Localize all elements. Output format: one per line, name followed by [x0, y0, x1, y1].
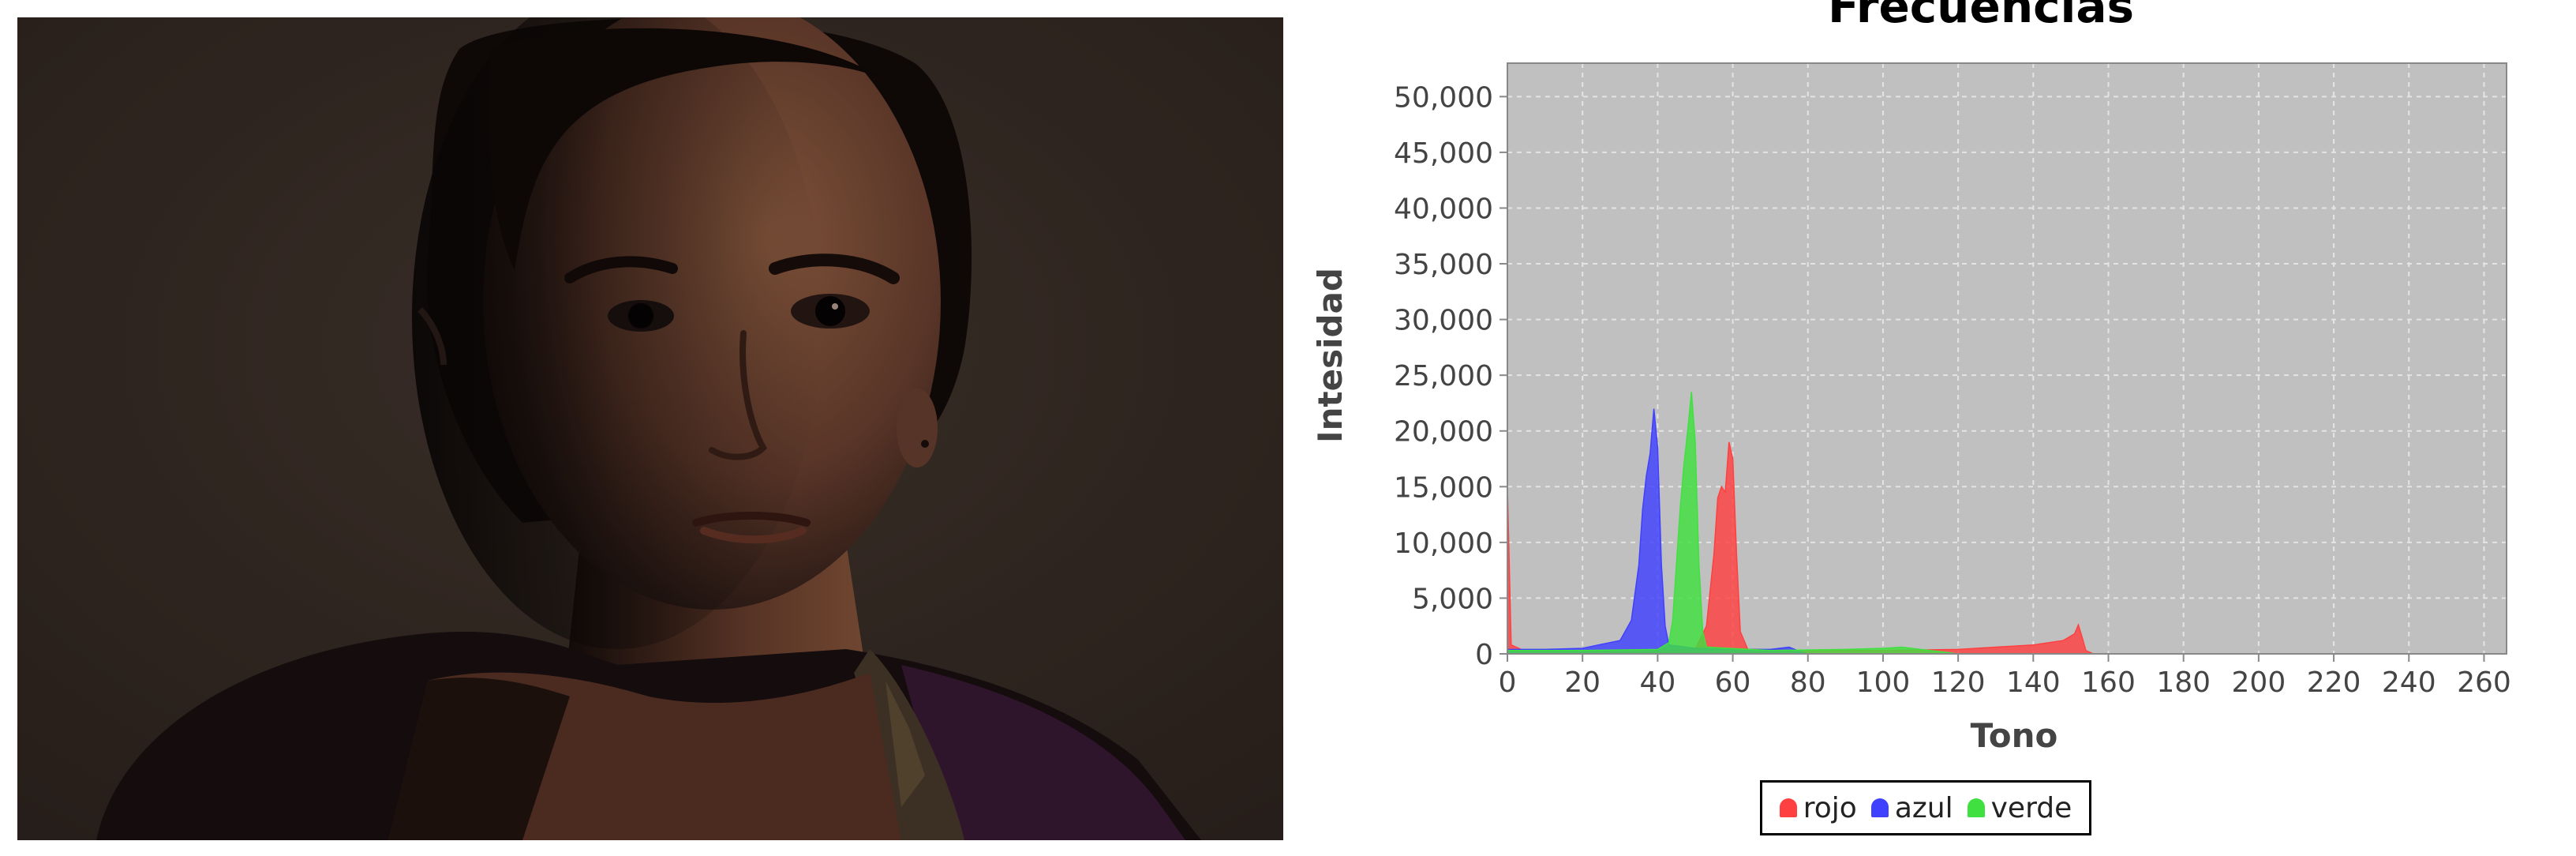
chart-legend: rojo azul verde — [1760, 780, 2091, 835]
y-tick-label: 0 — [1475, 639, 1493, 671]
y-tick-label: 45,000 — [1394, 137, 1493, 170]
y-tick-label: 50,000 — [1394, 81, 1493, 114]
legend-item-azul: azul — [1870, 791, 1953, 824]
x-tick-label: 20 — [1564, 666, 1601, 699]
chart-title: Frecuencias — [1828, 0, 2134, 33]
legend-label: rojo — [1803, 791, 1857, 824]
y-tick-label: 25,000 — [1394, 360, 1493, 392]
histogram-chart: Frecuencias 0 20 40 60 80 100 120 140 160 180 200 2… — [1311, 0, 2511, 755]
x-axis: 0 20 40 60 80 100 120 140 160 180 200 220 240 260 — [1499, 654, 2511, 699]
y-axis: 0 5,000 10,000 15,000 20,000 25,000 30,000 35,0… — [1394, 81, 1507, 671]
y-tick-label: 30,000 — [1394, 305, 1493, 337]
x-tick-label: 160 — [2081, 666, 2136, 699]
plot-border — [1507, 62, 2507, 655]
histogram-chart-panel: Frecuencias 0 20 40 60 80 100 120 140 160 180 200 2… — [1294, 0, 2576, 856]
y-tick-label: 40,000 — [1394, 193, 1493, 225]
x-tick-label: 100 — [1856, 666, 1911, 699]
x-tick-label: 40 — [1639, 666, 1676, 699]
plot-area — [1507, 63, 2507, 654]
legend-item-rojo: rojo — [1779, 791, 1857, 824]
legend-swatch-icon — [1870, 798, 1889, 817]
x-tick-label: 260 — [2457, 666, 2511, 699]
y-axis-title: Intesidad — [1311, 268, 1350, 443]
legend-label: verde — [1990, 791, 2072, 824]
portrait-image — [17, 17, 1283, 840]
x-tick-label: 240 — [2382, 666, 2436, 699]
x-tick-label: 60 — [1715, 666, 1751, 699]
x-axis-title: Tono — [1971, 716, 2058, 755]
legend-label: azul — [1894, 791, 1953, 824]
x-tick-label: 80 — [1790, 666, 1826, 699]
legend-swatch-icon — [1779, 798, 1797, 817]
x-tick-label: 0 — [1499, 666, 1517, 699]
y-tick-label: 20,000 — [1394, 416, 1493, 449]
y-tick-label: 15,000 — [1394, 471, 1493, 504]
y-tick-label: 5,000 — [1412, 583, 1493, 615]
legend-swatch-icon — [1967, 798, 1985, 817]
x-tick-label: 140 — [2006, 666, 2061, 699]
y-tick-label: 10,000 — [1394, 527, 1493, 560]
series-area-verde — [1507, 392, 1959, 655]
portrait-photo — [17, 17, 1283, 840]
legend-item-verde: verde — [1967, 791, 2072, 824]
x-tick-label: 180 — [2156, 666, 2211, 699]
y-tick-label: 35,000 — [1394, 249, 1493, 281]
series-area-azul — [1507, 408, 1808, 655]
x-tick-label: 120 — [1931, 666, 1986, 699]
x-tick-label: 220 — [2307, 666, 2361, 699]
x-tick-label: 200 — [2232, 666, 2286, 699]
series-layer — [1507, 392, 2094, 655]
